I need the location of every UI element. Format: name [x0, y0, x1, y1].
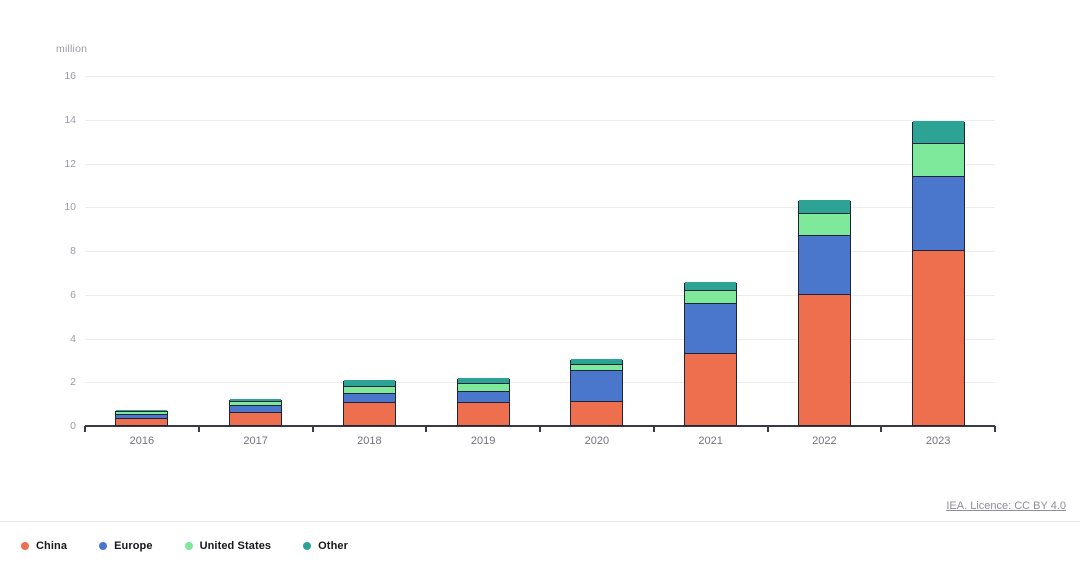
- bar-segment-united-states-2021[interactable]: [685, 290, 737, 303]
- gridline-8: [85, 251, 995, 252]
- x-axis-label-2019: 2019: [470, 435, 496, 447]
- x-axis-label-2018: 2018: [357, 435, 382, 447]
- bar-segment-china-2022[interactable]: [798, 293, 850, 425]
- gridline-16: [85, 76, 995, 77]
- x-axis-tick: [311, 426, 314, 432]
- x-axis-tick: [84, 426, 86, 432]
- bar-segment-other-2017[interactable]: [230, 398, 282, 401]
- bar-segment-europe-2017[interactable]: [230, 405, 282, 412]
- gridline-4: [85, 338, 995, 340]
- legend-item-united-states[interactable]: United States: [184, 540, 272, 552]
- y-axis-tick-label: 6: [70, 288, 76, 301]
- bar-segment-united-states-2016[interactable]: [116, 410, 168, 415]
- bar-segment-china-2016[interactable]: [116, 418, 168, 425]
- bar-column-2016[interactable]: [115, 409, 169, 426]
- bar-segment-europe-2019[interactable]: [457, 391, 509, 403]
- x-axis-label-2016: 2016: [129, 435, 155, 447]
- bar-segment-united-states-2022[interactable]: [798, 212, 850, 235]
- bar-segment-other-2016[interactable]: [116, 409, 168, 411]
- x-axis-tick: [880, 426, 883, 432]
- y-axis-tick-label: 10: [64, 201, 76, 214]
- legend-label-china: China: [36, 540, 68, 552]
- bar-column-2018[interactable]: [342, 380, 396, 426]
- y-axis-tick-label: 2: [70, 376, 76, 389]
- y-axis-tick-label: 8: [70, 245, 76, 257]
- bar-segment-china-2019[interactable]: [457, 402, 509, 425]
- bar-segment-china-2020[interactable]: [571, 400, 623, 425]
- y-axis-tick-label: 0: [70, 420, 76, 432]
- footer-divider: [0, 521, 1080, 522]
- bar-column-2022[interactable]: [797, 199, 851, 426]
- bar-segment-united-states-2020[interactable]: [571, 363, 623, 371]
- bar-segment-other-2023[interactable]: [912, 120, 964, 143]
- bar-segment-united-states-2023[interactable]: [912, 142, 964, 176]
- gridline-14: [85, 119, 995, 121]
- legend-label-other: Other: [318, 540, 348, 552]
- bar-segment-europe-2021[interactable]: [685, 302, 737, 353]
- x-axis-tick: [652, 426, 655, 432]
- x-axis-tick: [766, 426, 769, 432]
- x-axis-label-2022: 2022: [812, 435, 837, 447]
- legend-label-europe: Europe: [114, 540, 153, 552]
- bar-segment-europe-2020[interactable]: [571, 370, 623, 401]
- legend-dot-china: [21, 542, 29, 550]
- x-axis-label-2021: 2021: [698, 435, 723, 447]
- bar-segment-united-states-2019[interactable]: [457, 383, 509, 392]
- y-axis-tick-label: 12: [64, 157, 76, 170]
- y-axis-tick-label: 16: [64, 70, 76, 82]
- gridline-12: [85, 163, 995, 165]
- x-axis-tick: [425, 426, 428, 432]
- legend-item-europe[interactable]: Europe: [99, 540, 153, 552]
- bar-segment-other-2019[interactable]: [457, 377, 509, 384]
- gridline-2: [85, 382, 995, 384]
- bar-column-2023[interactable]: [911, 120, 965, 426]
- legend-item-other[interactable]: Other: [303, 540, 348, 552]
- bar-segment-europe-2023[interactable]: [912, 175, 964, 250]
- x-axis-label-2017: 2017: [243, 435, 268, 447]
- legend-item-china[interactable]: China: [21, 540, 67, 552]
- gridline-10: [85, 207, 995, 209]
- x-axis-tick: [994, 426, 996, 432]
- x-axis-tick: [539, 426, 541, 432]
- bar-segment-united-states-2017[interactable]: [230, 400, 282, 406]
- bar-segment-europe-2022[interactable]: [798, 234, 850, 294]
- y-axis-tick-label: 4: [70, 332, 76, 345]
- gridline-6: [85, 294, 995, 296]
- legend-dot-united-states: [184, 542, 193, 550]
- bar-segment-united-states-2018[interactable]: [343, 385, 395, 394]
- y-axis-tick-label: 14: [64, 113, 76, 126]
- licence-link[interactable]: IEA. Licence: CC BY 4.0: [946, 500, 1066, 512]
- bar-segment-china-2018[interactable]: [343, 402, 395, 425]
- bar-segment-other-2022[interactable]: [798, 199, 850, 213]
- bar-segment-china-2023[interactable]: [912, 250, 964, 425]
- bar-column-2019[interactable]: [456, 377, 510, 426]
- legend-dot-other: [303, 542, 312, 550]
- bar-column-2017[interactable]: [229, 398, 283, 426]
- bar-segment-china-2017[interactable]: [230, 411, 282, 425]
- bar-segment-other-2020[interactable]: [571, 359, 623, 364]
- bar-segment-other-2018[interactable]: [343, 380, 395, 386]
- x-axis-label-2023: 2023: [925, 435, 951, 447]
- bar-segment-other-2021[interactable]: [685, 281, 737, 291]
- bar-column-2021[interactable]: [684, 281, 738, 426]
- bar-column-2020[interactable]: [570, 359, 624, 426]
- bar-segment-europe-2018[interactable]: [343, 393, 395, 403]
- legend: China Europe United States Other: [21, 540, 348, 552]
- legend-dot-europe: [99, 542, 108, 550]
- plot-area: 0 2 4 6 8 10 12 14 16 2016 2017 2018 2019 2020 2021 202…: [64, 70, 996, 447]
- x-axis-tick: [197, 426, 200, 432]
- bar-segment-china-2021[interactable]: [685, 352, 737, 425]
- legend-label-united-states: United States: [199, 540, 272, 552]
- y-axis-unit-label: million: [56, 43, 88, 55]
- x-axis-label-2020: 2020: [584, 435, 610, 447]
- bar-segment-europe-2016[interactable]: [116, 414, 168, 419]
